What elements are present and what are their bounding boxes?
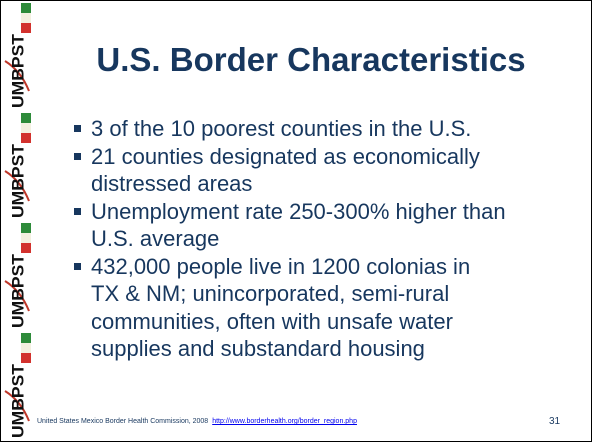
footer: United States Mexico Border Health Commi… (37, 418, 357, 425)
flag-white (21, 13, 31, 23)
sidebar-logo: UMBPST (8, 253, 27, 328)
bullet-line: 3 of the 10 poorest counties in the U.S. (91, 115, 581, 143)
sidebar-logo: UMBPST (8, 143, 27, 218)
flag-green (21, 223, 31, 233)
slide: UMBPST UMBPST UMBPST UMBPST U.S. Border Cha… (0, 0, 592, 442)
flag-white (21, 123, 31, 133)
bullet-line: supplies and substandard housing (91, 335, 581, 363)
slide-title: U.S. Border Characteristics (61, 41, 561, 79)
flag-green (21, 333, 31, 343)
flag-white (21, 233, 31, 243)
flag-green (21, 113, 31, 123)
flag-red (21, 353, 31, 363)
flag-green (21, 3, 31, 13)
sidebar-logo: UMBPST (8, 363, 27, 438)
bullet-line: distressed areas (91, 170, 581, 198)
flag-red (21, 243, 31, 253)
sidebar: UMBPST UMBPST UMBPST UMBPST (1, 1, 33, 441)
bullet-line: U.S. average (91, 225, 581, 253)
bullet-line: Unemployment rate 250-300% higher than (91, 198, 581, 226)
bullet-line: communities, often with unsafe water (91, 308, 581, 336)
flag-white (21, 343, 31, 353)
flag-red (21, 133, 31, 143)
bullet: 3 of the 10 poorest counties in the U.S. (71, 115, 581, 143)
bullet-line: 21 counties designated as economically (91, 143, 581, 171)
bullet-line: 432,000 people live in 1200 colonias in (91, 253, 581, 281)
source-link[interactable]: http://www.borderhealth.org/border_regio… (212, 418, 357, 425)
citation: United States Mexico Border Health Commi… (37, 418, 208, 425)
page-number: 31 (549, 416, 560, 427)
bullet-list: 3 of the 10 poorest counties in the U.S.… (71, 115, 581, 363)
flag-red (21, 23, 31, 33)
bullet-line: TX & NM; unincorporated, semi-rural (91, 280, 581, 308)
sidebar-logo: UMBPST (8, 33, 27, 108)
